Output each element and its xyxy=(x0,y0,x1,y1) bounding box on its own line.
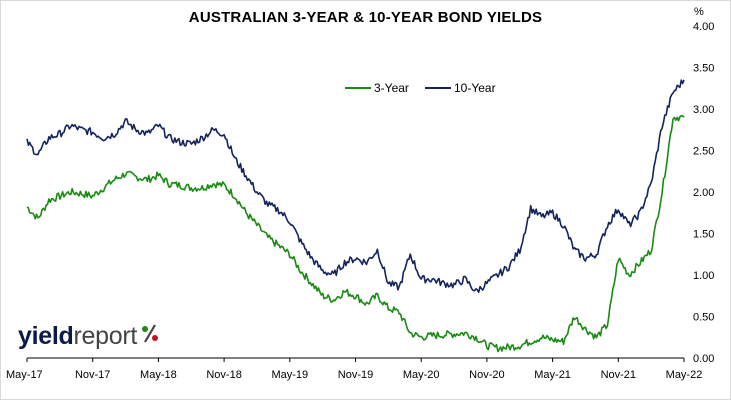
x-tick-label: May-17 xyxy=(6,369,43,381)
legend-label: 10-Year xyxy=(454,81,496,95)
series-line-three-year xyxy=(26,115,685,353)
y-tick-label: 1.00 xyxy=(693,270,714,282)
x-tick-label: May-19 xyxy=(271,369,308,381)
yieldreport-logo: yieldreport xyxy=(18,322,159,351)
x-axis: May-17 Nov-17 May-18 Nov-18 May-19 Nov-19 May-… xyxy=(6,358,702,381)
y-tick-label: 3.00 xyxy=(693,104,714,116)
logo-part1: yield xyxy=(18,322,74,350)
x-tick-label: May-20 xyxy=(403,369,440,381)
x-tick-label: Nov-19 xyxy=(338,369,373,381)
legend: 3-Year 10-Year xyxy=(345,81,496,95)
y-axis: 0.00 0.50 1.00 1.50 2.00 2.50 3.00 3.50 4.00 xyxy=(693,21,714,365)
y-tick-label: 2.50 xyxy=(693,146,714,158)
y-tick-label: 3.50 xyxy=(693,63,714,75)
legend-label: 3-Year xyxy=(374,81,409,95)
logo-percent-symbol xyxy=(141,322,159,351)
y-tick-label: 2.00 xyxy=(693,187,714,199)
logo-part2: report xyxy=(73,322,137,350)
x-tick-label: Nov-21 xyxy=(601,369,636,381)
x-tick-label: May-21 xyxy=(534,369,571,381)
x-tick-label: Nov-17 xyxy=(75,369,110,381)
x-tick-label: Nov-18 xyxy=(206,369,241,381)
y-tick-label: 0.50 xyxy=(693,312,714,324)
chart-title: AUSTRALIAN 3-YEAR & 10-YEAR BOND YIELDS xyxy=(188,9,543,26)
series-lines xyxy=(26,79,685,353)
x-tick-label: Nov-20 xyxy=(469,369,504,381)
y-tick-label: 0.00 xyxy=(693,353,714,365)
y-axis-unit: % xyxy=(694,6,704,18)
x-tick-label: May-22 xyxy=(666,369,703,381)
x-tick-label: May-18 xyxy=(140,369,177,381)
y-tick-label: 4.00 xyxy=(693,21,714,33)
y-tick-label: 1.50 xyxy=(693,229,714,241)
series-line-ten-year xyxy=(26,79,685,293)
